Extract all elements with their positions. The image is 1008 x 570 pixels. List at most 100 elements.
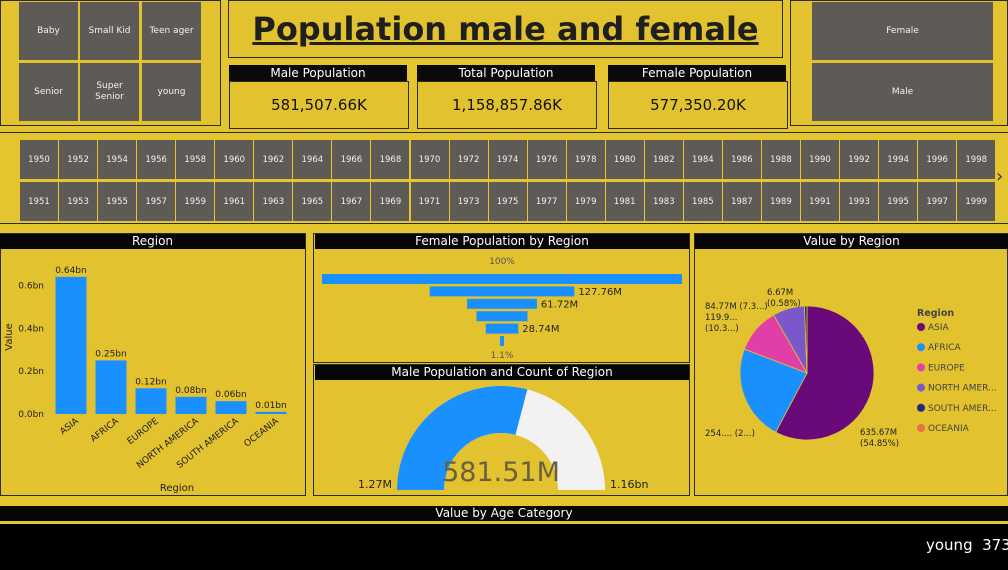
- year-tile[interactable]: 1972: [449, 140, 488, 179]
- year-tile[interactable]: 1964: [293, 140, 332, 179]
- year-tile[interactable]: 1951: [20, 182, 58, 221]
- year-tile[interactable]: 1995: [879, 182, 918, 221]
- year-tile[interactable]: 1954: [98, 140, 137, 179]
- legend-marker: [917, 424, 925, 432]
- year-tile[interactable]: 1977: [527, 182, 566, 221]
- year-tile[interactable]: 1978: [566, 140, 605, 179]
- year-tile[interactable]: 1958: [176, 140, 215, 179]
- year-tile[interactable]: 1963: [254, 182, 293, 221]
- region-bar-chart: 0.0bn 0.2bn 0.4bn 0.6bn Value 0.64bn ASIA 0.25b…: [4, 266, 287, 494]
- ticker-bar: [0, 524, 1008, 570]
- y-tick-label: 0.0bn: [18, 410, 44, 420]
- gender-tile-female[interactable]: Female: [812, 2, 993, 60]
- year-tile[interactable]: 1985: [683, 182, 722, 221]
- bar-data-label: 0.64bn: [55, 266, 86, 276]
- year-tile[interactable]: 1987: [722, 182, 761, 221]
- bar-africa: [95, 360, 127, 414]
- year-tile[interactable]: 1996: [918, 140, 957, 179]
- year-tile[interactable]: 1967: [332, 182, 371, 221]
- funnel-bar: [500, 336, 504, 346]
- year-tile[interactable]: 1959: [176, 182, 215, 221]
- year-tile[interactable]: 1952: [59, 140, 98, 179]
- legend-marker: [917, 343, 925, 352]
- year-tile[interactable]: 1960: [215, 140, 254, 179]
- age-tile-1[interactable]: Small Kid: [80, 2, 139, 60]
- kpi-value-2: 577,350.20K: [608, 81, 788, 129]
- funnel-bar: [322, 274, 682, 284]
- year-tile[interactable]: 1966: [332, 140, 371, 179]
- bar-asia: [55, 276, 87, 414]
- age-tile-4[interactable]: Super Senior: [80, 63, 139, 121]
- year-tile[interactable]: 1968: [371, 140, 410, 179]
- legend-marker: [917, 323, 925, 331]
- year-tile[interactable]: 1998: [957, 140, 996, 179]
- value-by-region-pie: 635.67M(54.85%) 254.... (2...) 119.9...(10…: [705, 288, 997, 449]
- pie-slice-0: [775, 305, 875, 441]
- year-tile[interactable]: 1970: [410, 140, 449, 179]
- age-tile-5[interactable]: young: [142, 63, 201, 121]
- pie-data-label: 635.67M: [860, 428, 897, 438]
- year-tile[interactable]: 1965: [293, 182, 332, 221]
- age-category-divider: [0, 521, 1008, 524]
- pie-data-label: (10.3...): [705, 324, 739, 334]
- x-tick-label: AFRICA: [89, 416, 122, 445]
- year-tile[interactable]: 1975: [488, 182, 527, 221]
- year-tile[interactable]: 1953: [59, 182, 98, 221]
- region-bar-chart-panel: [0, 233, 306, 496]
- legend-marker: [917, 363, 925, 372]
- legend-marker: [917, 403, 925, 412]
- gender-tile-male[interactable]: Male: [812, 63, 993, 121]
- pie-data-label: 119.9...: [705, 313, 737, 323]
- bar-south-america: [215, 401, 247, 414]
- year-scroll-arrow[interactable]: ›: [996, 166, 1004, 187]
- x-tick-label: ASIA: [58, 416, 81, 437]
- year-tile[interactable]: 1993: [840, 182, 879, 221]
- year-tile[interactable]: 1971: [410, 182, 449, 221]
- year-tile[interactable]: 1956: [137, 140, 176, 179]
- year-tile[interactable]: 1999: [957, 182, 996, 221]
- year-tile[interactable]: 1973: [449, 182, 488, 221]
- year-tile[interactable]: 1983: [644, 182, 683, 221]
- year-tile[interactable]: 1979: [566, 182, 605, 221]
- year-tile[interactable]: 1988: [761, 140, 800, 179]
- bar-data-label: 0.12bn: [135, 377, 166, 387]
- age-tile-3[interactable]: Senior: [19, 63, 78, 121]
- pie-slice-1: [739, 348, 808, 433]
- year-tile[interactable]: 1950: [20, 140, 58, 179]
- year-slicer: [0, 132, 1008, 224]
- funnel-top-label: 100%: [489, 257, 515, 267]
- x-axis-label: Region: [160, 483, 194, 494]
- year-tile[interactable]: 1976: [527, 140, 566, 179]
- age-tile-0[interactable]: Baby: [19, 2, 78, 60]
- year-tile[interactable]: 1989: [761, 182, 800, 221]
- year-tile[interactable]: 1997: [918, 182, 957, 221]
- year-tile[interactable]: 1957: [137, 182, 176, 221]
- funnel-data-label: 28.74M: [522, 324, 559, 335]
- year-tile[interactable]: 1990: [801, 140, 839, 179]
- year-tile[interactable]: 1974: [488, 140, 527, 179]
- age-tile-2[interactable]: Teen ager: [142, 2, 201, 60]
- gauge-max-label: 1.16bn: [610, 478, 648, 491]
- x-tick-label: OCEANIA: [243, 416, 282, 449]
- y-tick-label: 0.6bn: [18, 281, 44, 291]
- bar-north-america: [175, 396, 207, 414]
- year-tile[interactable]: 1955: [98, 182, 137, 221]
- year-tile[interactable]: 1994: [879, 140, 918, 179]
- pie-data-label: 84.77M (7.3...): [705, 302, 768, 312]
- pie-title: Value by Region: [695, 234, 1008, 249]
- year-tile[interactable]: 1969: [371, 182, 410, 221]
- year-tile[interactable]: 1980: [605, 140, 644, 179]
- year-tile[interactable]: 1981: [605, 182, 644, 221]
- funnel-data-label: 127.76M: [578, 287, 622, 298]
- year-tile[interactable]: 1982: [644, 140, 683, 179]
- year-tile[interactable]: 1986: [722, 140, 761, 179]
- year-tile[interactable]: 1961: [215, 182, 254, 221]
- pie-data-label: 254.... (2...): [705, 429, 755, 439]
- pie-data-label: (54.85%): [860, 439, 899, 449]
- year-tile[interactable]: 1984: [683, 140, 722, 179]
- year-tile[interactable]: 1992: [840, 140, 879, 179]
- year-tile[interactable]: 1962: [254, 140, 293, 179]
- bar-europe: [135, 388, 167, 414]
- year-tile[interactable]: 1991: [801, 182, 839, 221]
- kpi-value-1: 1,158,857.86K: [417, 81, 597, 129]
